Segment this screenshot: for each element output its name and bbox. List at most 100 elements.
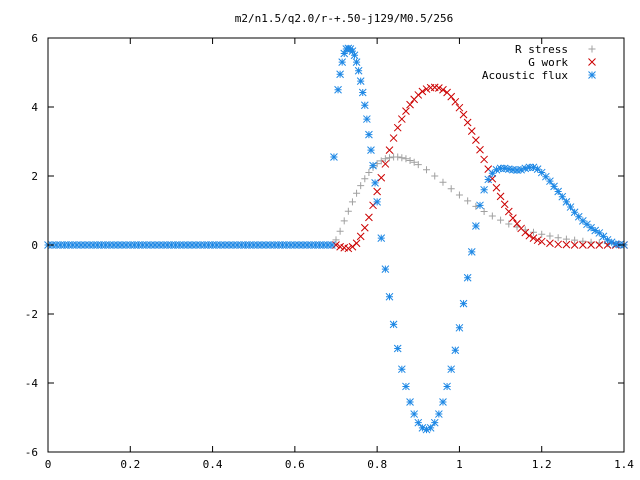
- y-tick-label: 2: [31, 170, 38, 183]
- data-point: [163, 241, 172, 249]
- data-point: [570, 208, 579, 217]
- x-tick-label: 0.4: [203, 458, 223, 471]
- data-point: [562, 240, 571, 249]
- data-point: [447, 92, 456, 101]
- data-point: [423, 166, 431, 174]
- data-point: [142, 241, 151, 249]
- data-point: [393, 344, 402, 353]
- data-point: [114, 241, 122, 249]
- data-point: [274, 241, 283, 249]
- data-point: [546, 177, 554, 186]
- data-point: [340, 49, 349, 58]
- data-point: [208, 241, 217, 249]
- data-point: [237, 241, 246, 249]
- y-tick-label: -4: [25, 377, 39, 390]
- data-point: [431, 172, 439, 180]
- data-point: [266, 241, 275, 249]
- data-point: [109, 241, 118, 249]
- x-tick-label: 0: [45, 458, 52, 471]
- data-point: [52, 241, 61, 249]
- data-point: [315, 241, 324, 249]
- data-point: [595, 229, 604, 237]
- data-point: [496, 192, 505, 201]
- data-point: [410, 410, 419, 418]
- data-point: [101, 241, 110, 249]
- data-point: [439, 178, 447, 186]
- data-point: [155, 241, 163, 249]
- data-point: [570, 241, 579, 249]
- legend-label: Acoustic flux: [482, 69, 568, 82]
- data-point: [342, 45, 351, 53]
- data-point: [406, 156, 414, 164]
- data-point: [467, 248, 476, 256]
- data-point: [566, 203, 575, 211]
- data-point: [455, 323, 464, 332]
- data-point: [579, 216, 587, 225]
- data-point: [350, 51, 359, 60]
- data-point: [258, 241, 266, 249]
- data-point: [311, 241, 320, 249]
- data-point: [126, 241, 135, 249]
- series-acoustic-flux: [44, 44, 628, 434]
- data-point: [587, 241, 595, 249]
- data-point: [77, 241, 85, 249]
- data-point: [497, 216, 505, 224]
- data-point: [385, 154, 393, 162]
- data-point: [541, 172, 550, 181]
- data-point: [476, 145, 484, 154]
- data-point: [402, 107, 410, 115]
- data-point: [60, 241, 69, 249]
- y-tick-label: -2: [25, 308, 38, 321]
- data-point: [245, 241, 254, 249]
- data-point: [591, 226, 600, 235]
- data-point: [352, 239, 361, 248]
- data-point: [459, 299, 468, 308]
- data-point: [357, 182, 365, 190]
- data-point: [509, 165, 517, 174]
- data-point: [430, 418, 439, 427]
- data-point: [467, 127, 476, 136]
- data-point: [472, 136, 480, 144]
- data-point: [138, 241, 147, 249]
- data-point: [538, 230, 546, 238]
- data-point: [336, 227, 344, 235]
- y-tick-label: -6: [25, 446, 38, 459]
- data-point: [278, 241, 287, 249]
- data-point: [358, 88, 367, 97]
- data-point: [447, 365, 456, 374]
- data-point: [398, 154, 406, 162]
- data-point: [451, 97, 460, 106]
- data-point: [397, 115, 406, 123]
- data-point: [196, 241, 205, 249]
- data-point: [361, 175, 369, 183]
- data-point: [381, 160, 390, 168]
- data-point: [377, 157, 385, 165]
- data-point: [422, 425, 431, 434]
- data-point: [56, 241, 65, 249]
- data-point: [389, 134, 398, 142]
- data-point: [571, 236, 579, 244]
- data-point: [525, 163, 534, 172]
- data-point: [381, 155, 389, 163]
- data-point: [353, 189, 361, 197]
- data-point: [463, 118, 472, 127]
- data-point: [509, 214, 517, 222]
- data-point: [488, 169, 497, 178]
- data-point: [299, 241, 307, 249]
- data-point: [587, 223, 595, 232]
- data-point: [319, 241, 328, 249]
- data-point: [171, 241, 180, 249]
- data-point: [529, 228, 537, 236]
- data-point: [336, 70, 344, 79]
- data-point: [365, 169, 373, 177]
- axes: 0 0.2 0.4 0.6 0.8 1 1.2 1.4 6 4 2 0 -2 -4 -6: [25, 32, 635, 471]
- data-point: [529, 234, 538, 242]
- data-point: [338, 58, 347, 67]
- data-point: [394, 153, 402, 161]
- data-point: [89, 241, 98, 249]
- data-point: [371, 179, 379, 187]
- data-point: [200, 241, 209, 249]
- data-point: [122, 241, 131, 249]
